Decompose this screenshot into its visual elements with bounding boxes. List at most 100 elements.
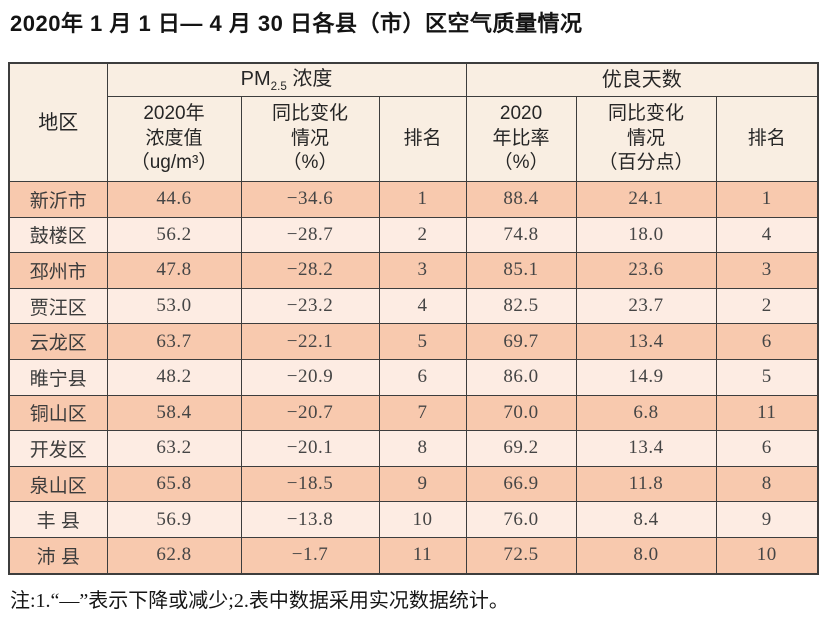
pm-value-cell: 48.2 xyxy=(106,358,242,396)
days-rate-cell: 69.2 xyxy=(465,430,577,467)
pm-rank-cell: 7 xyxy=(378,394,467,432)
col-header-days-change: 同比变化 情况 （百分点） xyxy=(575,96,717,182)
table-body: 新沂市 44.6 −34.6 1 88.4 24.1 1 鼓楼区 56.2 −2… xyxy=(8,181,819,575)
pm-change-cell: −20.9 xyxy=(240,358,380,396)
pm-change-cell: −1.7 xyxy=(240,536,380,575)
pm-rank-cell: 10 xyxy=(378,501,467,538)
days-rank-cell: 2 xyxy=(715,287,819,325)
table-row: 云龙区 63.7 −22.1 5 69.7 13.4 6 xyxy=(8,323,819,360)
days-rate-cell: 86.0 xyxy=(465,358,577,396)
pm-rank-cell: 3 xyxy=(378,252,467,289)
pm-value-cell: 63.7 xyxy=(106,323,242,360)
pm25-subscript: 2.5 xyxy=(270,79,287,93)
pm25-label-suffix: 浓度 xyxy=(286,67,333,90)
pm-rank-cell: 4 xyxy=(378,287,467,325)
footnote: 注:1.“—”表示下降或减少;2.表中数据采用实况数据统计。 xyxy=(10,590,509,612)
days-rank-cell: 5 xyxy=(715,358,819,396)
pm-rank-cell: 1 xyxy=(378,181,467,218)
header-group-row: 地区 PM2.5 浓度 优良天数 xyxy=(8,62,819,182)
table-row: 泉山区 65.8 −18.5 9 66.9 11.8 8 xyxy=(8,465,819,503)
days-rank-cell: 4 xyxy=(715,216,819,254)
table-header: 地区 PM2.5 浓度 优良天数 2020年 浓度值 （ug/m³） 同比变化 … xyxy=(8,62,819,182)
pm-change-cell: −20.7 xyxy=(240,394,380,432)
days-change-cell: 11.8 xyxy=(575,465,717,503)
days-rate-cell: 72.5 xyxy=(465,536,577,575)
table-row: 睢宁县 48.2 −20.9 6 86.0 14.9 5 xyxy=(8,358,819,396)
days-change-cell: 13.4 xyxy=(575,323,717,360)
days-rate-cell: 74.8 xyxy=(465,216,577,254)
col-group-pm25: PM2.5 浓度 xyxy=(106,62,467,97)
pm-change-cell: −13.8 xyxy=(240,501,380,538)
days-rank-cell: 9 xyxy=(715,501,819,538)
days-change-cell: 23.6 xyxy=(575,252,717,289)
pm-change-cell: −20.1 xyxy=(240,430,380,467)
pm-value-cell: 53.0 xyxy=(106,287,242,325)
region-cell: 云龙区 xyxy=(8,323,108,360)
col-header-days-rank: 排名 xyxy=(715,96,819,182)
col-header-pm-value: 2020年 浓度值 （ug/m³） xyxy=(106,96,242,182)
table-row: 沛 县 62.8 −1.7 11 72.5 8.0 10 xyxy=(8,536,819,575)
pm-rank-cell: 8 xyxy=(378,430,467,467)
air-quality-table: 地区 PM2.5 浓度 优良天数 2020年 浓度值 （ug/m³） 同比变化 … xyxy=(8,62,820,575)
days-rank-cell: 8 xyxy=(715,465,819,503)
table-row: 新沂市 44.6 −34.6 1 88.4 24.1 1 xyxy=(8,181,819,218)
region-cell: 铜山区 xyxy=(8,394,108,432)
pm-change-cell: −34.6 xyxy=(240,181,380,218)
days-change-cell: 18.0 xyxy=(575,216,717,254)
days-rate-cell: 76.0 xyxy=(465,501,577,538)
col-header-region: 地区 xyxy=(8,62,108,182)
table-row: 铜山区 58.4 −20.7 7 70.0 6.8 11 xyxy=(8,394,819,432)
pm-change-cell: −22.1 xyxy=(240,323,380,360)
region-cell: 睢宁县 xyxy=(8,358,108,396)
pm-value-cell: 44.6 xyxy=(106,181,242,218)
days-rate-cell: 82.5 xyxy=(465,287,577,325)
region-cell: 贾汪区 xyxy=(8,287,108,325)
pm-change-cell: −28.7 xyxy=(240,216,380,254)
table-row: 开发区 63.2 −20.1 8 69.2 13.4 6 xyxy=(8,430,819,467)
pm-value-cell: 62.8 xyxy=(106,536,242,575)
days-rank-cell: 11 xyxy=(715,394,819,432)
pm-rank-cell: 11 xyxy=(378,536,467,575)
col-header-pm-rank: 排名 xyxy=(378,96,467,182)
days-rank-cell: 6 xyxy=(715,430,819,467)
table-row: 贾汪区 53.0 −23.2 4 82.5 23.7 2 xyxy=(8,287,819,325)
days-rank-cell: 1 xyxy=(715,181,819,218)
pm-value-cell: 56.2 xyxy=(106,216,242,254)
pm-rank-cell: 2 xyxy=(378,216,467,254)
region-cell: 新沂市 xyxy=(8,181,108,218)
header-sub-row: 2020年 浓度值 （ug/m³） 同比变化 情况 （%） 排名 2020 年比… xyxy=(9,96,819,182)
days-rank-cell: 3 xyxy=(715,252,819,289)
table-row: 丰 县 56.9 −13.8 10 76.0 8.4 9 xyxy=(8,501,819,538)
pm-value-cell: 63.2 xyxy=(106,430,242,467)
region-cell: 沛 县 xyxy=(8,536,108,575)
pm-change-cell: −23.2 xyxy=(240,287,380,325)
days-rate-cell: 85.1 xyxy=(465,252,577,289)
page-title: 2020年 1 月 1 日— 4 月 30 日各县（市）区空气质量情况 xyxy=(10,11,583,36)
days-rate-cell: 66.9 xyxy=(465,465,577,503)
days-rate-cell: 88.4 xyxy=(465,181,577,218)
table-row: 邳州市 47.8 −28.2 3 85.1 23.6 3 xyxy=(8,252,819,289)
region-cell: 鼓楼区 xyxy=(8,216,108,254)
days-change-cell: 14.9 xyxy=(575,358,717,396)
days-change-cell: 24.1 xyxy=(575,181,717,218)
pm25-label: PM xyxy=(240,67,271,90)
pm-value-cell: 47.8 xyxy=(106,252,242,289)
pm-value-cell: 56.9 xyxy=(106,501,242,538)
days-change-cell: 13.4 xyxy=(575,430,717,467)
pm-rank-cell: 6 xyxy=(378,358,467,396)
col-header-pm-change: 同比变化 情况 （%） xyxy=(240,96,380,182)
pm-value-cell: 58.4 xyxy=(106,394,242,432)
days-change-cell: 8.0 xyxy=(575,536,717,575)
region-cell: 泉山区 xyxy=(8,465,108,503)
days-change-cell: 23.7 xyxy=(575,287,717,325)
pm-value-cell: 65.8 xyxy=(106,465,242,503)
days-change-cell: 8.4 xyxy=(575,501,717,538)
col-group-good-days: 优良天数 xyxy=(465,62,819,97)
days-rate-cell: 69.7 xyxy=(465,323,577,360)
region-cell: 丰 县 xyxy=(8,501,108,538)
table-row: 鼓楼区 56.2 −28.7 2 74.8 18.0 4 xyxy=(8,216,819,254)
col-header-days-rate: 2020 年比率 （%） xyxy=(465,96,577,182)
region-cell: 开发区 xyxy=(8,430,108,467)
pm-change-cell: −18.5 xyxy=(240,465,380,503)
